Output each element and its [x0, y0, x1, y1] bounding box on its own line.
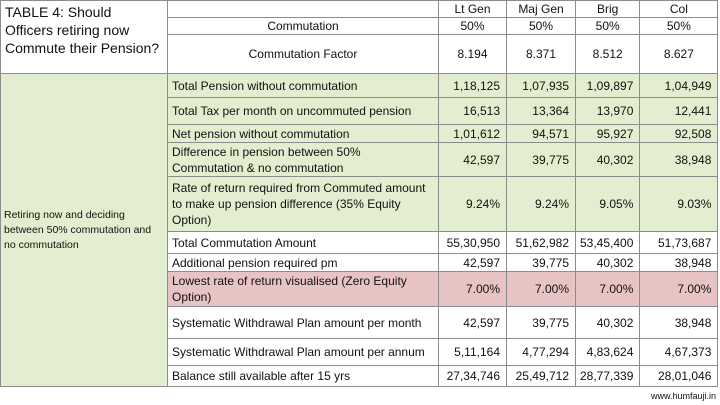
commutation-label: Commutation — [167, 17, 439, 35]
row-value: 9.24% — [438, 176, 507, 232]
row-label: Additional pension required pm — [167, 253, 439, 272]
row-value: 12,441 — [639, 97, 719, 125]
row-value: 5,11,164 — [438, 338, 507, 366]
row-value: 13,364 — [506, 97, 576, 125]
row-value: 1,09,897 — [574, 73, 641, 98]
row-value: 38,948 — [639, 142, 719, 177]
commutation-value: 50% — [438, 17, 507, 35]
row-value: 1,07,935 — [506, 73, 576, 98]
row-value: 9.03% — [639, 176, 719, 232]
row-value: 7.00% — [639, 271, 719, 307]
row-value: 39,775 — [506, 142, 576, 177]
col-header-brig: Brig — [574, 0, 641, 18]
table-title: TABLE 4: Should Officers retiring now Co… — [0, 0, 168, 74]
pension-table: TABLE 4: Should Officers retiring now Co… — [0, 0, 719, 387]
commutation-value: 50% — [506, 17, 576, 35]
row-value: 40,302 — [574, 253, 641, 272]
col-header-lt-gen: Lt Gen — [438, 0, 507, 18]
row-label: Total Commutation Amount — [167, 231, 439, 254]
row-value: 1,04,949 — [639, 73, 719, 98]
row-value: 7.00% — [574, 271, 641, 307]
row-value: 53,45,400 — [574, 231, 641, 254]
row-label: Balance still available after 15 yrs — [167, 365, 439, 387]
row-value: 51,73,687 — [639, 231, 719, 254]
row-value: 95,927 — [574, 124, 641, 143]
row-value: 13,970 — [574, 97, 641, 125]
row-label: Lowest rate of return visualised (Zero E… — [167, 271, 439, 307]
row-label: Rate of return required from Commuted am… — [167, 176, 439, 232]
row-value: 27,34,746 — [438, 365, 507, 387]
row-value: 1,18,125 — [438, 73, 507, 98]
row-label: Systematic Withdrawal Plan amount per an… — [167, 338, 439, 366]
row-value: 4,83,624 — [574, 338, 641, 366]
commutation-factor-value: 8.627 — [639, 34, 719, 74]
row-value: 16,513 — [438, 97, 507, 125]
row-value: 94,571 — [506, 124, 576, 143]
row-value: 40,302 — [574, 306, 641, 339]
row-value: 1,01,612 — [438, 124, 507, 143]
row-value: 38,948 — [639, 306, 719, 339]
row-value: 25,49,712 — [506, 365, 576, 387]
row-value: 9.05% — [574, 176, 641, 232]
row-value: 7.00% — [506, 271, 576, 307]
header-blank — [167, 0, 439, 18]
col-header-col: Col — [639, 0, 719, 18]
commutation-value: 50% — [639, 17, 719, 35]
commutation-value: 50% — [574, 17, 641, 35]
row-value: 4,77,294 — [506, 338, 576, 366]
row-value: 51,62,982 — [506, 231, 576, 254]
commutation-factor-value: 8.371 — [506, 34, 576, 74]
row-value: 55,30,950 — [438, 231, 507, 254]
row-value: 42,597 — [438, 142, 507, 177]
row-label: Total Tax per month on uncommuted pensio… — [167, 97, 439, 125]
row-label: Net pension without commutation — [167, 124, 439, 143]
row-label: Systematic Withdrawal Plan amount per mo… — [167, 306, 439, 339]
row-value: 40,302 — [574, 142, 641, 177]
commutation-factor-value: 8.194 — [438, 34, 507, 74]
row-label: Difference in pension between 50% Commut… — [167, 142, 439, 177]
row-value: 7.00% — [438, 271, 507, 307]
row-value: 42,597 — [438, 306, 507, 339]
row-value: 42,597 — [438, 253, 507, 272]
row-value: 39,775 — [506, 253, 576, 272]
row-value: 28,77,339 — [574, 365, 641, 387]
commutation-factor-label: Commutation Factor — [167, 34, 439, 74]
row-value: 92,508 — [639, 124, 719, 143]
row-value: 4,67,373 — [639, 338, 719, 366]
website-watermark: www.humfauji.in — [650, 391, 716, 401]
row-value: 9.24% — [506, 176, 576, 232]
col-header-maj-gen: Maj Gen — [506, 0, 576, 18]
scenario-label: Retiring now and deciding between 50% co… — [0, 73, 168, 387]
commutation-factor-value: 8.512 — [574, 34, 641, 74]
row-label: Total Pension without commutation — [167, 73, 439, 98]
row-value: 38,948 — [639, 253, 719, 272]
row-value: 28,01,046 — [639, 365, 719, 387]
row-value: 39,775 — [506, 306, 576, 339]
